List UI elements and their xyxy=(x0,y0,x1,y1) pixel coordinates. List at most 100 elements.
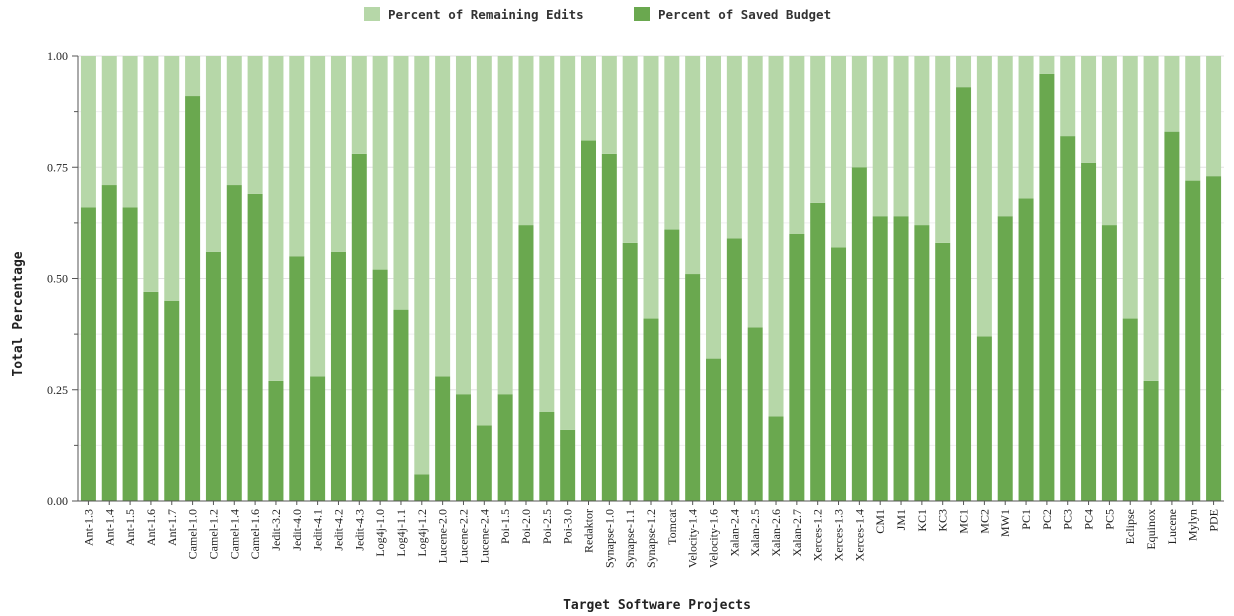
bar-remaining-edits xyxy=(1164,56,1180,132)
bar-saved-budget xyxy=(956,87,972,502)
bar-remaining-edits xyxy=(914,56,930,226)
bar-saved-budget xyxy=(1206,176,1222,501)
bar-remaining-edits xyxy=(872,56,888,217)
bar-remaining-edits xyxy=(789,56,805,234)
bar-saved-budget xyxy=(435,376,451,501)
bar-remaining-edits xyxy=(706,56,722,359)
bar-remaining-edits xyxy=(185,56,201,97)
bar-remaining-edits xyxy=(455,56,471,395)
bar-remaining-edits xyxy=(851,56,867,168)
bar-saved-budget xyxy=(997,216,1013,501)
bar-saved-budget xyxy=(622,242,638,501)
x-tick-label: Ant-1.4 xyxy=(102,509,116,546)
bar-saved-budget xyxy=(393,309,409,501)
bar-remaining-edits xyxy=(518,56,534,226)
bar-saved-budget xyxy=(226,185,242,502)
bar-saved-budget xyxy=(601,153,617,501)
bar-saved-budget xyxy=(664,229,680,502)
bar-saved-budget xyxy=(455,394,471,501)
bar-saved-budget xyxy=(685,274,701,501)
bar-remaining-edits xyxy=(1143,56,1159,381)
bar-remaining-edits xyxy=(539,56,555,412)
x-tick-label: Xalan-2.4 xyxy=(727,509,741,557)
bar-saved-budget xyxy=(768,416,784,501)
x-tick-label: Tomcat xyxy=(665,508,679,544)
x-tick-label: Ant-1.7 xyxy=(165,509,179,546)
x-tick-label: PC3 xyxy=(1061,509,1075,530)
bar-remaining-edits xyxy=(1206,56,1222,177)
x-tick-label: MW1 xyxy=(998,509,1012,537)
y-tick-label: 0.00 xyxy=(47,494,68,508)
bar-remaining-edits xyxy=(643,56,659,319)
bar-saved-budget xyxy=(831,247,847,501)
x-tick-label: Poi-2.5 xyxy=(540,509,554,544)
bar-saved-budget xyxy=(1039,73,1055,502)
x-tick-label: Synapse-1.1 xyxy=(623,509,637,568)
x-tick-label: Xalan-2.7 xyxy=(790,509,804,557)
x-tick-label: Jedit-4.2 xyxy=(331,509,345,551)
bar-saved-budget xyxy=(1018,198,1034,501)
y-tick-label: 0.75 xyxy=(47,160,68,174)
bar-remaining-edits xyxy=(935,56,951,243)
bar-saved-budget xyxy=(372,269,388,501)
bar-saved-budget xyxy=(580,140,596,502)
x-tick-label: PC4 xyxy=(1082,509,1096,530)
bar-remaining-edits xyxy=(893,56,909,217)
x-tick-label: CM1 xyxy=(873,509,887,534)
bar-saved-budget xyxy=(539,412,555,501)
x-tick-label: Xerces-1.3 xyxy=(832,509,846,561)
bar-remaining-edits xyxy=(1101,56,1117,226)
x-tick-label: Camel-1.4 xyxy=(227,509,241,559)
bar-saved-budget xyxy=(497,394,513,501)
bar-saved-budget xyxy=(351,153,367,501)
x-tick-label: Ant-1.6 xyxy=(144,509,158,546)
x-tick-label: Mylyn xyxy=(1186,509,1200,541)
bar-saved-budget xyxy=(247,193,263,501)
bar-remaining-edits xyxy=(372,56,388,270)
bar-saved-budget xyxy=(789,234,805,501)
x-tick-label: Poi-1.5 xyxy=(498,509,512,544)
x-tick-label: Velocity-1.4 xyxy=(686,509,700,568)
legend-swatch-remaining-edits xyxy=(364,7,380,21)
bar-remaining-edits xyxy=(810,56,826,203)
bar-remaining-edits xyxy=(101,56,117,186)
bar-saved-budget xyxy=(101,185,117,502)
bar-remaining-edits xyxy=(414,56,430,475)
bar-saved-budget xyxy=(164,300,180,501)
x-tick-label: Jedit-3.2 xyxy=(269,509,283,551)
bar-remaining-edits xyxy=(164,56,180,301)
y-tick-label: 1.00 xyxy=(47,49,68,63)
x-tick-label: Lucene-2.2 xyxy=(456,509,470,563)
bar-saved-budget xyxy=(414,474,430,501)
bar-saved-budget xyxy=(914,225,930,501)
bar-remaining-edits xyxy=(580,56,596,141)
bar-remaining-edits xyxy=(747,56,763,328)
bar-remaining-edits xyxy=(310,56,326,377)
bar-saved-budget xyxy=(851,167,867,501)
bar-remaining-edits xyxy=(330,56,346,252)
bar-remaining-edits xyxy=(289,56,305,257)
bar-remaining-edits xyxy=(685,56,701,275)
x-tick-label: Camel-1.2 xyxy=(206,509,220,559)
bar-saved-budget xyxy=(893,216,909,501)
x-tick-label: Jedit-4.0 xyxy=(290,509,304,551)
x-tick-label: Ant-1.3 xyxy=(81,509,95,546)
x-tick-label: Lucene xyxy=(1165,509,1179,544)
bar-remaining-edits xyxy=(226,56,242,186)
bar-remaining-edits xyxy=(122,56,138,208)
bar-saved-budget xyxy=(747,327,763,501)
x-tick-label: Ant-1.5 xyxy=(123,509,137,546)
y-axis: 0.00 0.25 0.50 0.75 1.00 xyxy=(47,49,79,508)
x-tick-label: KC1 xyxy=(915,509,929,532)
x-tick-label: Equinox xyxy=(1144,509,1158,550)
bar-saved-budget xyxy=(330,251,346,501)
x-tick-label: Poi-2.0 xyxy=(519,509,533,544)
x-tick-label: Log4j-1.0 xyxy=(373,509,387,557)
x-tick-label: Poi-3.0 xyxy=(561,509,575,544)
x-tick-label: Log4j-1.1 xyxy=(394,509,408,557)
bar-remaining-edits xyxy=(1122,56,1138,319)
x-tick-label: Camel-1.6 xyxy=(248,509,262,559)
bar-remaining-edits xyxy=(205,56,221,252)
x-tick-label: Lucene-2.4 xyxy=(477,509,491,563)
x-tick-label: Lucene-2.0 xyxy=(436,509,450,563)
